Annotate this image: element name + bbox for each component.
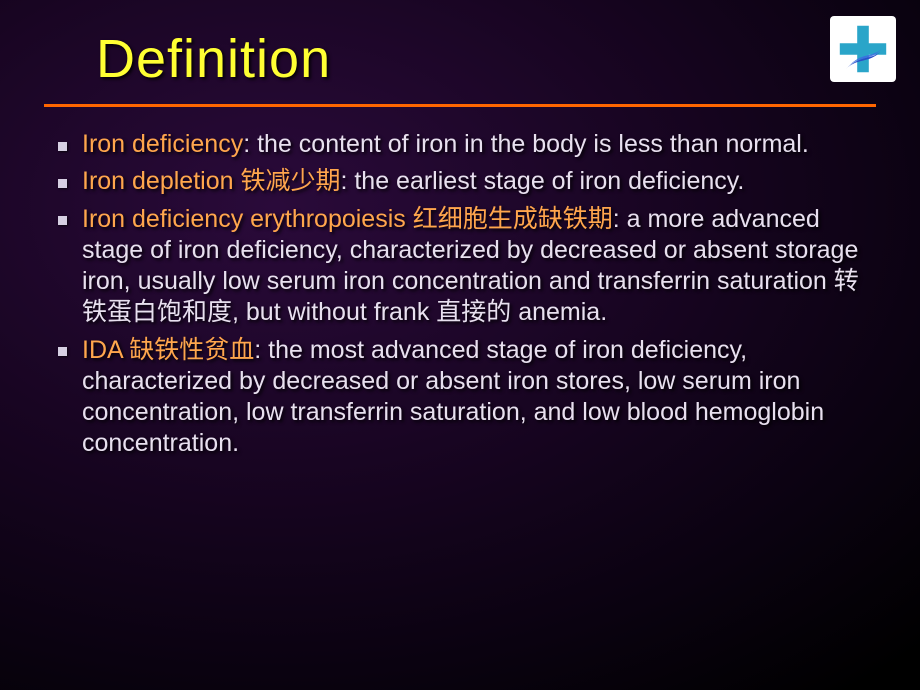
slide-body: Iron deficiency: the content of iron in …: [0, 107, 920, 460]
list-item: Iron deficiency: the content of iron in …: [56, 129, 872, 160]
list-item: Iron deficiency erythropoiesis 红细胞生成缺铁期:…: [56, 204, 872, 329]
list-item: IDA 缺铁性贫血: the most advanced stage of ir…: [56, 335, 872, 460]
definition-text: : the earliest stage of iron deficiency.: [340, 167, 744, 195]
term: IDA 缺铁性贫血: [82, 336, 254, 364]
list-item: Iron depletion 铁减少期: the earliest stage …: [56, 166, 872, 197]
medical-cross-helix-icon: [834, 20, 892, 78]
slide-logo: [830, 16, 896, 82]
bullet-list: Iron deficiency: the content of iron in …: [56, 129, 872, 460]
term: Iron depletion 铁减少期: [82, 167, 340, 195]
term: Iron deficiency erythropoiesis 红细胞生成缺铁期: [82, 205, 613, 233]
definition-text: : the content of iron in the body is les…: [243, 130, 809, 158]
term: Iron deficiency: [82, 130, 243, 158]
slide-title: Definition: [0, 0, 920, 90]
